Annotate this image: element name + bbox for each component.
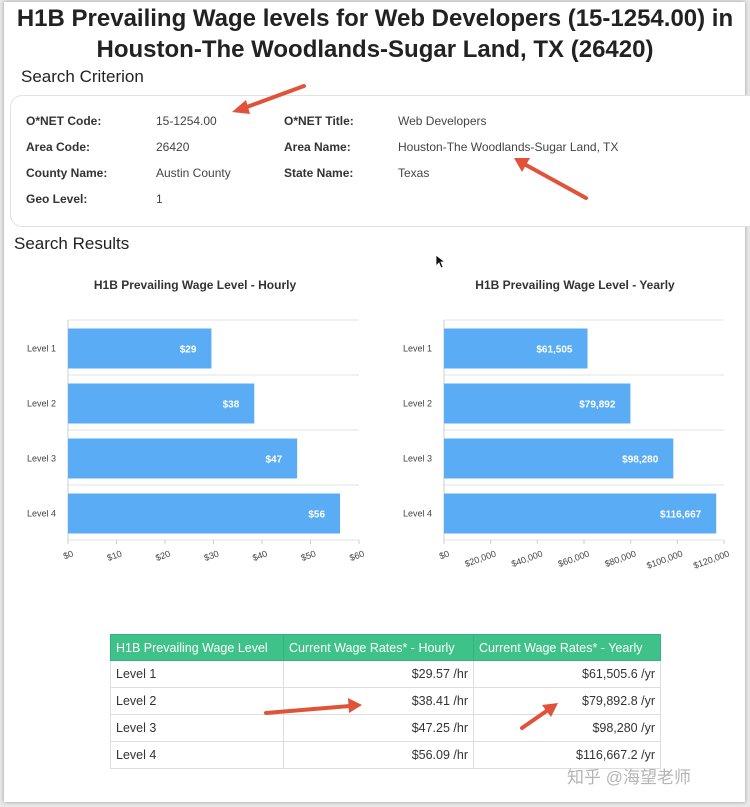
hourly-tick-label: $10 xyxy=(106,548,124,563)
onet-title-label: O*NET Title: xyxy=(284,114,354,128)
table-cell-level: Level 4 xyxy=(110,741,284,769)
search-results-heading: Search Results xyxy=(14,234,130,253)
table-cell-level: Level 2 xyxy=(110,687,284,715)
yearly-data-label: $61,505 xyxy=(536,345,573,356)
table-header-yearly: Current Wage Rates* - Yearly xyxy=(473,634,661,661)
yearly-category-label: Level 1 xyxy=(403,344,432,354)
search-criterion-panel xyxy=(10,95,750,227)
yearly-tick-label: $0 xyxy=(438,548,451,561)
search-criterion-heading: Search Criterion xyxy=(21,67,144,86)
table-cell-yearly: $79,892.8 /yr xyxy=(473,687,661,715)
area-code-label: Area Code: xyxy=(26,140,91,154)
hourly-bar xyxy=(68,383,255,424)
table-row: Level 2 $38.41 /hr $79,892.8 /yr xyxy=(110,687,661,715)
hourly-tick-label: $20 xyxy=(154,548,172,563)
wage-rates-table: H1B Prevailing Wage Level Current Wage R… xyxy=(110,634,661,769)
county-name-label: County Name: xyxy=(26,166,108,180)
geo-level-label: Geo Level: xyxy=(26,192,88,206)
table-row: Level 1 $29.57 /hr $61,505.6 /yr xyxy=(110,660,661,688)
table-cell-yearly: $98,280 /yr xyxy=(473,714,661,742)
hourly-data-label: $29 xyxy=(180,345,197,356)
state-name-value: Texas xyxy=(398,166,430,180)
annotation-arrow xyxy=(232,84,306,114)
table-row: Level 4 $56.09 /hr $116,667.2 /yr xyxy=(110,741,661,769)
yearly-wage-chart: $61,505 Level 1 $79,892 Level 2 $98,280 Level… xyxy=(403,319,731,571)
yearly-data-label: $116,667 xyxy=(660,510,702,521)
area-name-value: Houston-The Woodlands-Sugar Land, TX xyxy=(398,140,619,154)
area-code-value: 26420 xyxy=(156,140,190,154)
table-header-row: H1B Prevailing Wage Level Current Wage R… xyxy=(110,634,661,661)
table-cell-hourly: $47.25 /hr xyxy=(283,714,474,742)
table-cell-yearly: $116,667.2 /yr xyxy=(473,741,661,769)
yearly-bar xyxy=(444,438,674,479)
hourly-category-label: Level 3 xyxy=(27,454,56,464)
table-cell-level: Level 1 xyxy=(110,660,284,688)
area-name-label: Area Name: xyxy=(284,140,351,154)
mouse-cursor-icon xyxy=(435,254,447,269)
geo-level-value: 1 xyxy=(156,192,163,206)
annotation-arrow xyxy=(514,158,588,200)
table-header-level: H1B Prevailing Wage Level xyxy=(110,634,284,661)
county-name-value: Austin County xyxy=(156,166,231,180)
yearly-data-label: $79,892 xyxy=(579,400,616,411)
page-title-line1: H1B Prevailing Wage levels for Web Devel… xyxy=(16,5,734,32)
table-cell-hourly: $29.57 /hr xyxy=(283,660,474,688)
state-name-label: State Name: xyxy=(284,166,354,180)
onet-code-label: O*NET Code: xyxy=(26,114,102,128)
hourly-category-label: Level 1 xyxy=(27,344,56,354)
page-title-line2: Houston-The Woodlands-Sugar Land, TX (26… xyxy=(96,36,654,63)
yearly-category-label: Level 3 xyxy=(403,454,432,464)
hourly-tick-label: $60 xyxy=(348,548,366,563)
yearly-bar xyxy=(444,328,588,369)
hourly-chart-title: H1B Prevailing Wage Level - Hourly xyxy=(93,278,297,292)
table-cell-yearly: $61,505.6 /yr xyxy=(473,660,661,688)
yearly-bar xyxy=(444,493,717,534)
hourly-bar xyxy=(68,438,298,479)
hourly-tick-label: $30 xyxy=(203,548,221,563)
onet-title-value: Web Developers xyxy=(398,114,487,128)
table-header-hourly: Current Wage Rates* - Hourly xyxy=(283,634,474,661)
yearly-data-label: $98,280 xyxy=(622,455,659,466)
annotation-arrow xyxy=(264,698,362,715)
hourly-wage-chart: $29 Level 1 $38 Level 2 $47 Level 3 $56 Level 4… xyxy=(27,319,366,563)
annotation-arrow xyxy=(520,703,558,730)
hourly-data-label: $38 xyxy=(223,400,240,411)
hourly-tick-label: $50 xyxy=(300,548,318,563)
hourly-bar xyxy=(68,493,341,534)
yearly-category-label: Level 4 xyxy=(403,509,432,519)
onet-code-value: 15-1254.00 xyxy=(156,114,217,128)
watermark: 知乎 @海望老师 xyxy=(567,768,691,787)
page-title: H1B Prevailing Wage levels for Web Devel… xyxy=(0,3,750,65)
hourly-category-label: Level 2 xyxy=(27,399,56,409)
yearly-category-label: Level 2 xyxy=(403,399,432,409)
yearly-bar xyxy=(444,383,631,424)
hourly-tick-label: $40 xyxy=(251,548,269,563)
table-cell-hourly: $56.09 /hr xyxy=(283,741,474,769)
hourly-bar xyxy=(68,328,212,369)
yearly-chart-title: H1B Prevailing Wage Level - Yearly xyxy=(475,278,675,292)
hourly-category-label: Level 4 xyxy=(27,509,56,519)
hourly-data-label: $56 xyxy=(308,510,325,521)
hourly-tick-label: $0 xyxy=(62,548,75,561)
hourly-data-label: $47 xyxy=(265,455,282,466)
